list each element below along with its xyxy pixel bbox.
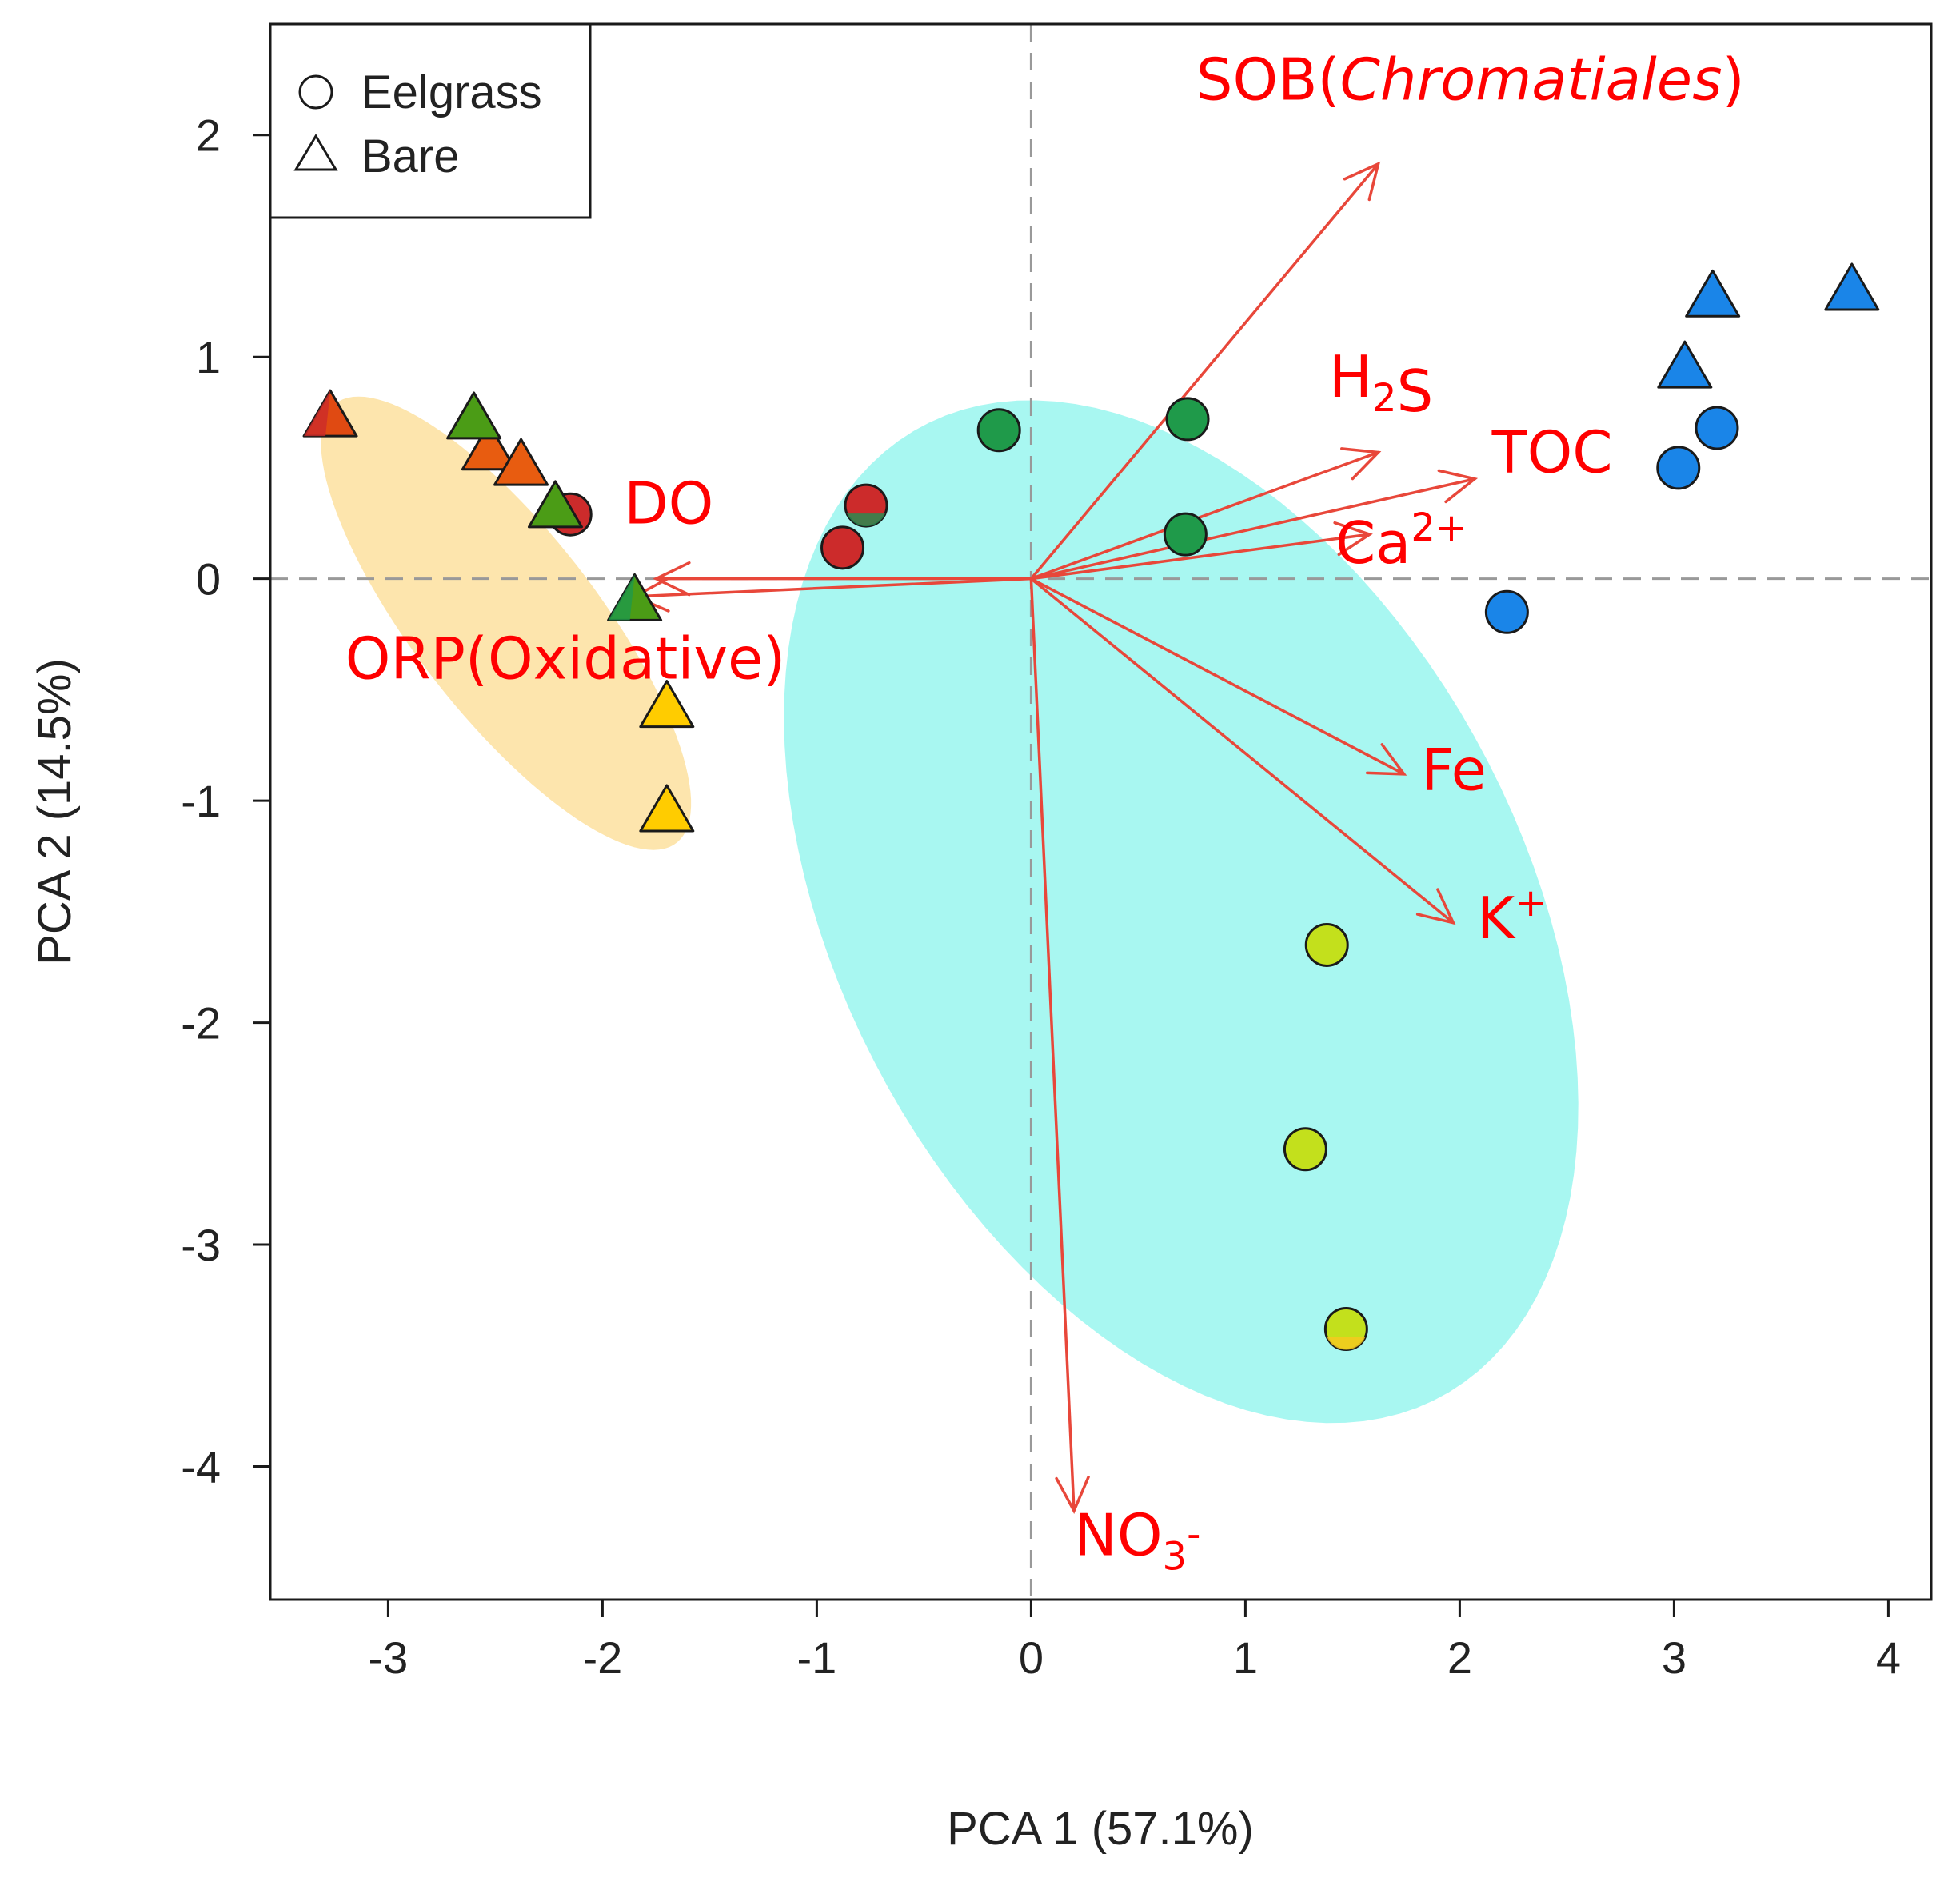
- bare-point-4: [639, 784, 695, 833]
- legend-triangle-icon: [293, 134, 338, 171]
- loading-vector-labels: SOB(Chromatiales) H2S TOC Ca2+ Fe K+ NO3- DO ORP…: [345, 46, 1745, 1579]
- vector-label-h2s: H2S: [1329, 343, 1433, 425]
- eelgrass-point-1: [1283, 1127, 1327, 1172]
- bare-point-15: [527, 480, 583, 529]
- legend-label-bare: Bare: [361, 130, 460, 182]
- x-axis-label: PCA 1 (57.1%): [947, 1803, 1254, 1855]
- vector-label-ca2-: Ca2+: [1335, 505, 1467, 577]
- vector-label-do: DO: [624, 470, 713, 537]
- x-tick-label: 3: [1662, 1632, 1687, 1683]
- bare-point-14: [446, 391, 502, 440]
- bare-point-10: [493, 438, 549, 486]
- eelgrass-point-11: [976, 408, 1021, 453]
- vector-label-no3-: NO3-: [1074, 1502, 1200, 1580]
- x-tick-label: 0: [1019, 1632, 1044, 1683]
- vector-arrow-h2s: [1029, 447, 1382, 581]
- vector-label-toc: TOC: [1491, 418, 1613, 485]
- loading-vectors: [631, 161, 1479, 1515]
- vector-label-fe: Fe: [1421, 736, 1487, 803]
- x-axis-ticks: -3 -2 -1 0 1 2 3 4: [369, 1600, 1901, 1683]
- ellipse-eelgrass: [784, 400, 1579, 1424]
- y-tick-label: 2: [196, 110, 221, 161]
- zero-reference-lines: [270, 24, 1931, 1600]
- y-tick-label: 0: [196, 554, 221, 605]
- y-axis-label: PCA 2 (14.5%): [29, 658, 81, 965]
- x-tick-label: -2: [583, 1632, 623, 1683]
- y-axis-ticks: -4 -3 -2 -1 0 1 2: [181, 110, 270, 1492]
- eelgrass-point-13: [1163, 512, 1208, 557]
- eelgrass-point-17: [1695, 406, 1739, 450]
- bare-point-8-overlap: [304, 390, 331, 437]
- vector-label-sob-chromatiales-: SOB(Chromatiales): [1196, 46, 1745, 113]
- vector-label-orp-oxidative-: ORP(Oxidative): [345, 625, 786, 693]
- ellipse-bare: [321, 396, 692, 850]
- y-tick-label: -4: [181, 1442, 221, 1492]
- eelgrass-point-18: [1656, 446, 1701, 490]
- bare-point-22: [1824, 262, 1880, 311]
- x-tick-label: -1: [797, 1632, 837, 1683]
- x-tick-label: 4: [1876, 1632, 1901, 1683]
- eelgrass-point-19: [1484, 589, 1529, 634]
- bare-point-20: [1685, 269, 1741, 318]
- y-tick-label: -3: [181, 1220, 221, 1270]
- x-tick-label: -3: [369, 1632, 409, 1683]
- vector-arrow-k-: [1029, 577, 1456, 925]
- bare-point-16-overlap: [608, 574, 635, 621]
- sample-points: [302, 262, 1880, 1351]
- vector-arrow-fe: [1029, 577, 1407, 776]
- bare-point-21: [1657, 340, 1713, 389]
- legend-label-eelgrass: Eelgrass: [361, 66, 542, 118]
- eelgrass-point-12: [1165, 397, 1210, 442]
- legend-box: [269, 22, 592, 219]
- x-tick-label: 1: [1233, 1632, 1258, 1683]
- eelgrass-point-0: [1304, 922, 1349, 967]
- vector-arrow-ca2-: [1029, 521, 1373, 581]
- bare-point-9: [461, 422, 517, 471]
- vector-arrow-no3-: [1029, 577, 1090, 1515]
- legend-circle-icon: [298, 74, 333, 110]
- bare-point-3: [639, 680, 695, 729]
- eelgrass-point-7-overlap: [847, 513, 886, 527]
- vector-arrow-toc: [1029, 469, 1479, 581]
- vector-arrow-sob-chromatiales-: [1029, 161, 1381, 581]
- y-tick-label: -1: [181, 776, 221, 826]
- y-tick-label: 1: [196, 332, 221, 382]
- vector-arrow-do: [653, 561, 1033, 597]
- eelgrass-point-6: [820, 525, 865, 570]
- confidence-ellipses: [321, 396, 1579, 1424]
- x-tick-label: 2: [1447, 1632, 1472, 1683]
- eelgrass-point-2-overlap: [1327, 1337, 1366, 1350]
- plot-frame: [269, 22, 1933, 1601]
- legend: Eelgrass Bare: [269, 22, 592, 219]
- y-tick-label: -2: [181, 998, 221, 1049]
- vector-label-k-: K+: [1477, 881, 1547, 952]
